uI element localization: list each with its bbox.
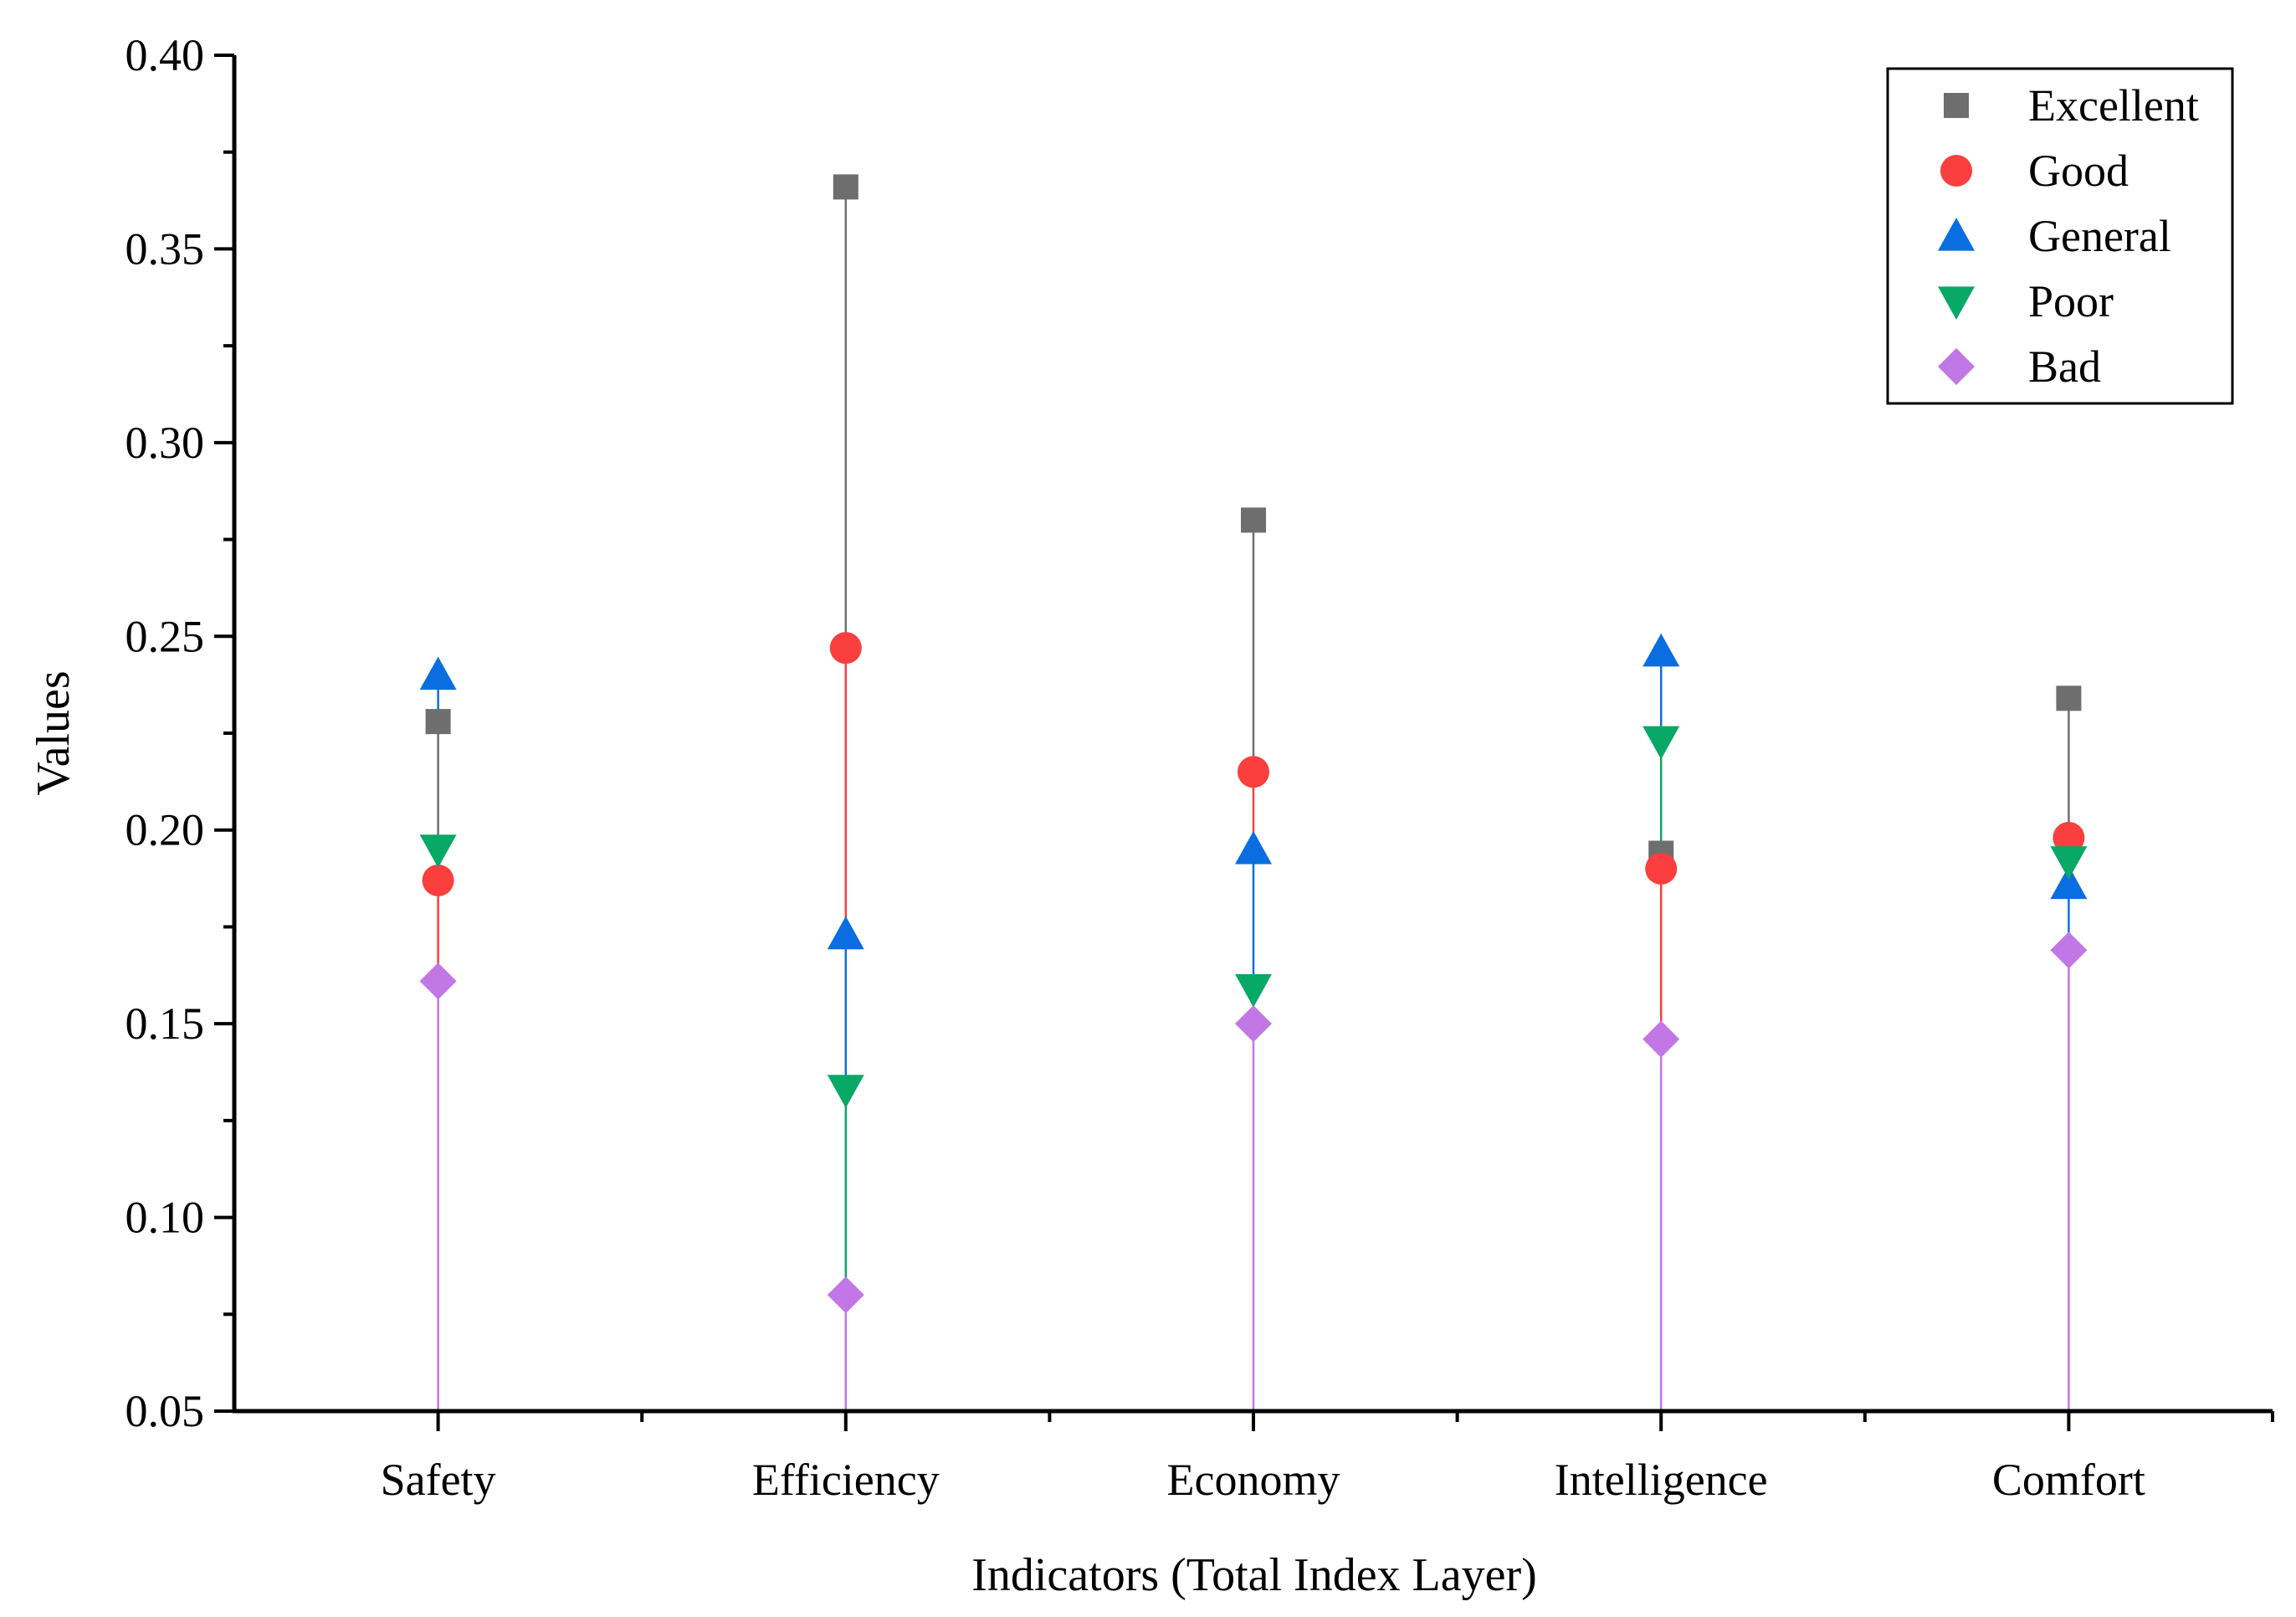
x-tick-label: Economy [1167, 1455, 1340, 1505]
legend-label-bad: Bad [2028, 341, 2101, 392]
point-general [1643, 633, 1680, 667]
y-tick-label: 0.40 [126, 30, 205, 80]
data-markers [419, 174, 2088, 1314]
point-good [2053, 821, 2085, 854]
point-excellent [1241, 507, 1266, 533]
drop-lines [437, 187, 2070, 1411]
legend-label-general: General [2028, 211, 2171, 261]
point-good [829, 632, 862, 665]
point-excellent [425, 709, 451, 735]
legend-label-excellent: Excellent [2028, 80, 2199, 131]
legend: Excellent Good General Poor Bad [1886, 67, 2234, 405]
x-tick-label: Intelligence [1555, 1455, 1768, 1505]
legend-label-poor: Poor [2028, 276, 2114, 326]
y-tick-label: 0.25 [126, 611, 205, 661]
legend-marker-bad [1938, 348, 1975, 385]
point-poor [827, 1075, 864, 1108]
point-bad [1235, 1005, 1272, 1043]
y-tick-label: 0.20 [126, 805, 205, 855]
point-poor [1643, 726, 1680, 760]
x-ticks: Safety Efficiency Economy Intelligence Comfo… [381, 1411, 2274, 1505]
legend-box [1886, 67, 2234, 405]
y-tick-label: 0.15 [126, 998, 205, 1049]
y-axis-title: Values [28, 670, 79, 795]
legend-marker-excellent [1944, 93, 1969, 118]
x-tick-label: Efficiency [752, 1455, 940, 1505]
point-poor [2050, 846, 2088, 880]
legend-marker-good [1940, 155, 1972, 187]
point-bad [419, 963, 457, 1000]
x-axis-title: Indicators (Total Index Layer) [971, 1549, 1537, 1601]
point-excellent [833, 174, 858, 200]
y-tick-label: 0.30 [126, 418, 205, 468]
point-general [1235, 830, 1272, 865]
y-tick-label: 0.35 [126, 223, 205, 274]
legend-marker-general [1938, 218, 1975, 251]
point-general [2050, 865, 2088, 900]
legend-label-good: Good [2028, 146, 2129, 196]
y-tick-label: 0.10 [126, 1193, 205, 1243]
point-excellent [2056, 685, 2082, 711]
x-tick-label: Comfort [1992, 1455, 2145, 1505]
x-tick-label: Safety [381, 1455, 496, 1505]
point-good [1238, 756, 1269, 788]
point-general [419, 656, 457, 690]
y-ticks: 0.05 0.10 0.15 0.20 0.25 0.30 0.35 0.40 [126, 30, 234, 1436]
y-tick-label: 0.05 [126, 1386, 205, 1436]
point-good [422, 864, 454, 896]
point-poor [1235, 973, 1272, 1008]
point-bad [827, 1276, 864, 1314]
point-bad [1643, 1020, 1680, 1058]
point-bad [2050, 932, 2088, 969]
point-general [827, 916, 864, 950]
legend-marker-poor [1938, 286, 1975, 320]
point-poor [419, 834, 457, 868]
point-good [1645, 853, 1678, 885]
